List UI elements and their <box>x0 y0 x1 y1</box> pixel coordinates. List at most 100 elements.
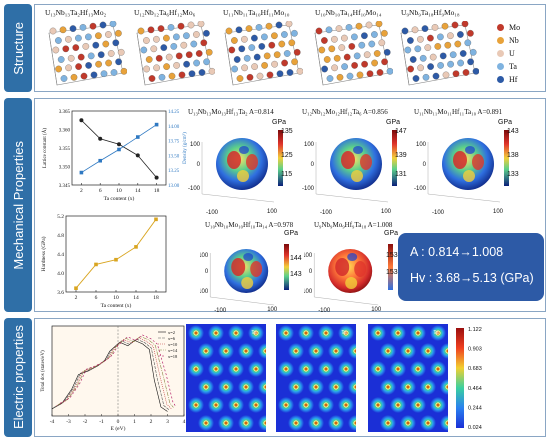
section-label-text: Structure <box>10 21 26 75</box>
atom-marker <box>213 366 219 372</box>
atom <box>59 26 67 34</box>
axis-line <box>314 296 379 306</box>
atom-marker <box>243 420 249 426</box>
charge-blob <box>380 415 396 431</box>
x-tick-label: 6 <box>95 295 98 301</box>
y-axis-label: Hardness (GPa) <box>40 236 47 271</box>
atom-marker <box>333 420 339 426</box>
atom <box>168 72 176 80</box>
charge-density-map-3: Ta <box>368 324 448 432</box>
atom <box>160 44 168 51</box>
atom <box>439 52 447 60</box>
plot-frame <box>65 215 167 293</box>
atom <box>371 59 378 67</box>
axis-line <box>427 193 501 203</box>
atom <box>77 53 85 61</box>
atom <box>281 59 288 67</box>
atom <box>92 41 100 49</box>
axis-tick-label: 100 <box>304 142 315 148</box>
structure-title: U₁₂Nb₁₂Ta₆Hf₁₂Mo₆ <box>134 8 196 17</box>
atom <box>404 46 412 54</box>
atom <box>208 67 215 75</box>
axis-tick-label: 0 <box>205 269 209 275</box>
atom <box>57 56 65 63</box>
atom <box>163 34 170 42</box>
dos-curve <box>59 334 176 407</box>
atom <box>49 27 57 35</box>
atom <box>117 48 125 56</box>
sphere-unit: GPa <box>498 119 513 126</box>
axis-tick-label: 100 <box>200 253 209 259</box>
axis-tick-label: 100 <box>267 307 278 313</box>
charge-blob <box>328 415 344 431</box>
atom <box>461 21 469 28</box>
charge-blob <box>308 379 324 395</box>
lattice-structure-4 <box>314 21 393 86</box>
atom <box>293 48 301 56</box>
charge-blob <box>248 325 264 341</box>
legend-item-nb: Nb <box>497 36 519 45</box>
section-label-structure: Structure <box>4 4 32 92</box>
charge-blob <box>288 343 304 359</box>
surface-lobe <box>345 277 358 289</box>
colorbar-mid: 125 <box>281 152 293 159</box>
atom <box>378 39 386 47</box>
atom <box>417 35 424 43</box>
atom <box>200 39 208 47</box>
dos-chart: -4 -3 -2 -1 0 1 2 3 4 E (eV) Total dos (states/eV)… <box>41 325 186 432</box>
atom <box>273 51 281 59</box>
atom <box>328 45 336 53</box>
x-tick-label: -4 <box>50 419 55 425</box>
atom <box>251 34 258 42</box>
lattice-structure-2 <box>136 21 215 86</box>
elastic-surface <box>216 138 268 190</box>
data-point-density <box>79 170 84 175</box>
atom <box>409 56 417 63</box>
x-axis-label: E (eV) <box>111 425 126 432</box>
x-tick-label: 10 <box>116 188 122 194</box>
atom <box>65 64 72 72</box>
axis-tick-label: -100 <box>206 210 219 216</box>
section-label-text: Electric properties <box>10 325 26 430</box>
x-axis-label: Ta content (x) <box>101 302 132 309</box>
atom <box>148 75 156 82</box>
atom <box>190 40 198 48</box>
atom-marker <box>375 330 381 336</box>
atom-label: Ta <box>251 330 257 336</box>
anisotropy-range: A : 0.814→1.008 <box>410 245 504 259</box>
atom <box>462 69 470 76</box>
atom <box>110 69 118 76</box>
atom <box>321 37 328 44</box>
atom <box>417 64 424 72</box>
sphere-title: U₁₁Nb₁₁Mo₁₁Hf₁₁Ta₁₀ A=0.891 <box>414 108 503 116</box>
data-point-density <box>136 135 140 139</box>
atom <box>155 54 163 62</box>
atom <box>248 44 256 51</box>
atom <box>467 58 474 66</box>
atom <box>338 44 346 51</box>
charge-blob <box>318 361 334 377</box>
atom <box>258 43 266 50</box>
surface-lobe <box>463 170 475 182</box>
atom <box>187 21 195 29</box>
axis-tick-label: -100 <box>302 186 315 192</box>
hardness-range: Hv : 3.68→5.13 (GPa) <box>410 271 534 285</box>
colorbar-tick-label: 0.244 <box>468 405 482 411</box>
x-tick-label: 4 <box>183 419 186 425</box>
x-tick-label: 14 <box>133 295 139 301</box>
atom-marker <box>395 402 401 408</box>
section-label-text: Mechanical Properties <box>10 140 26 270</box>
x-tick-label: 2 <box>150 419 153 425</box>
atom <box>261 62 268 69</box>
atom-marker <box>213 402 219 408</box>
atom-marker <box>385 348 391 354</box>
atom-marker <box>435 402 441 408</box>
atom <box>368 40 376 48</box>
charge-blob <box>400 415 416 431</box>
x-axis-label: Ta content (x) <box>104 195 135 202</box>
charge-blob <box>420 379 436 395</box>
atom-marker <box>203 384 209 390</box>
atom-marker <box>353 348 356 354</box>
atom-marker <box>375 402 381 408</box>
axis-tick-label: -100 <box>318 308 331 314</box>
